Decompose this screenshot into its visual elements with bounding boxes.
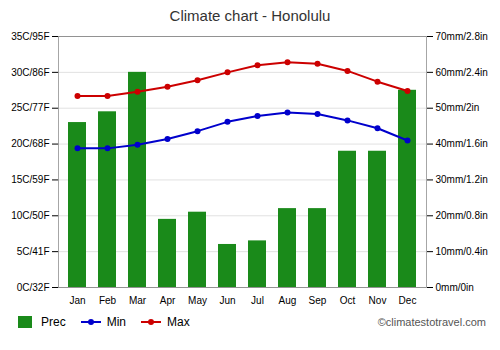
svg-text:10C/50F: 10C/50F xyxy=(11,210,49,221)
svg-text:Aug: Aug xyxy=(279,295,297,306)
svg-text:Feb: Feb xyxy=(99,295,117,306)
html-text:Climate chart - Honolulu: Climate chart - Honolulu xyxy=(169,7,331,24)
svg-text:Mar: Mar xyxy=(129,295,147,306)
svg-text:0mm/0in: 0mm/0in xyxy=(436,282,474,293)
svg-text:Jul: Jul xyxy=(251,295,264,306)
svg-text:5C/41F: 5C/41F xyxy=(17,246,50,257)
svg-text:10mm/0.4in: 10mm/0.4in xyxy=(436,246,488,257)
svg-text:35C/95F: 35C/95F xyxy=(11,31,49,42)
svg-text:50mm/2in: 50mm/2in xyxy=(436,102,480,113)
svg-text:Oct: Oct xyxy=(340,295,356,306)
svg-text:Dec: Dec xyxy=(399,295,417,306)
html-text:©climatestotravel.com: ©climatestotravel.com xyxy=(377,316,486,328)
svg-text:60mm/2.4in: 60mm/2.4in xyxy=(436,67,488,78)
svg-text:Apr: Apr xyxy=(160,295,176,306)
svg-text:30C/86F: 30C/86F xyxy=(11,67,49,78)
html-text:Prec: Prec xyxy=(41,315,66,329)
svg-text:25C/77F: 25C/77F xyxy=(11,102,49,113)
svg-text:Sep: Sep xyxy=(309,295,327,306)
svg-text:15C/59F: 15C/59F xyxy=(11,174,49,185)
svg-text:20mm/0.8in: 20mm/0.8in xyxy=(436,210,488,221)
html-text:Max: Max xyxy=(167,315,190,329)
svg-text:Nov: Nov xyxy=(369,295,387,306)
svg-text:Jan: Jan xyxy=(69,295,85,306)
svg-text:Jun: Jun xyxy=(219,295,235,306)
svg-text:May: May xyxy=(188,295,207,306)
svg-text:20C/68F: 20C/68F xyxy=(11,138,49,149)
svg-text:70mm/2.8in: 70mm/2.8in xyxy=(436,31,488,42)
svg-text:30mm/1.2in: 30mm/1.2in xyxy=(436,174,488,185)
svg-text:40mm/1.6in: 40mm/1.6in xyxy=(436,138,488,149)
html-text:Min: Min xyxy=(106,315,126,329)
svg-text:0C/32F: 0C/32F xyxy=(17,282,50,293)
